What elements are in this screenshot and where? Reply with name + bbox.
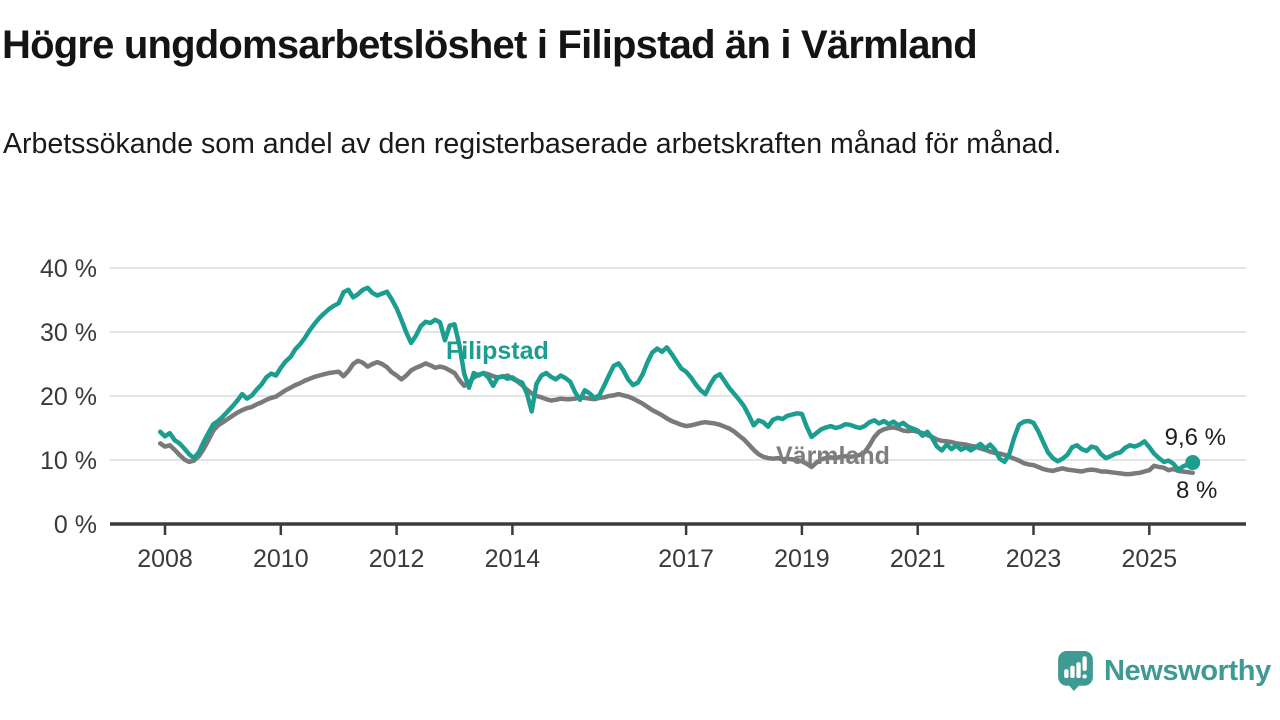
y-tick-label: 20 % [40,383,97,411]
x-tick-label: 2023 [1006,545,1062,573]
series-label-filipstad: Filipstad [446,337,549,365]
y-tick-label: 0 % [54,511,97,539]
filipstad-end-value: 9,6 % [1164,424,1226,451]
chart-subtitle: Arbetssökande som andel av den registerb… [3,128,1062,160]
x-tick-label: 2019 [774,545,830,573]
x-tick-label: 2012 [369,545,425,573]
chart-title: Högre ungdomsarbetslöshet i Filipstad än… [2,23,978,67]
series-line-värmland [157,358,1195,477]
newsworthy-bubble-chart-icon [1058,651,1093,691]
x-tick-label: 2021 [890,545,946,573]
series-end-dot [1185,455,1201,471]
x-tick-label: 2017 [658,545,714,573]
varmland-end-value: 8 % [1176,477,1218,504]
y-tick-label: 10 % [40,447,97,475]
series-line-filipstad [157,285,1195,472]
x-tick-label: 2025 [1121,545,1177,573]
series-label-varmland: Värmland [776,442,890,470]
newsworthy-wordmark: Newsworthy [1104,654,1271,687]
newsworthy-logo: Newsworthy [1058,651,1271,691]
x-tick-label: 2008 [137,545,193,573]
y-tick-label: 40 % [40,255,97,283]
y-tick-label: 30 % [40,319,97,347]
x-tick-label: 2014 [485,545,541,573]
x-tick-label: 2010 [253,545,309,573]
